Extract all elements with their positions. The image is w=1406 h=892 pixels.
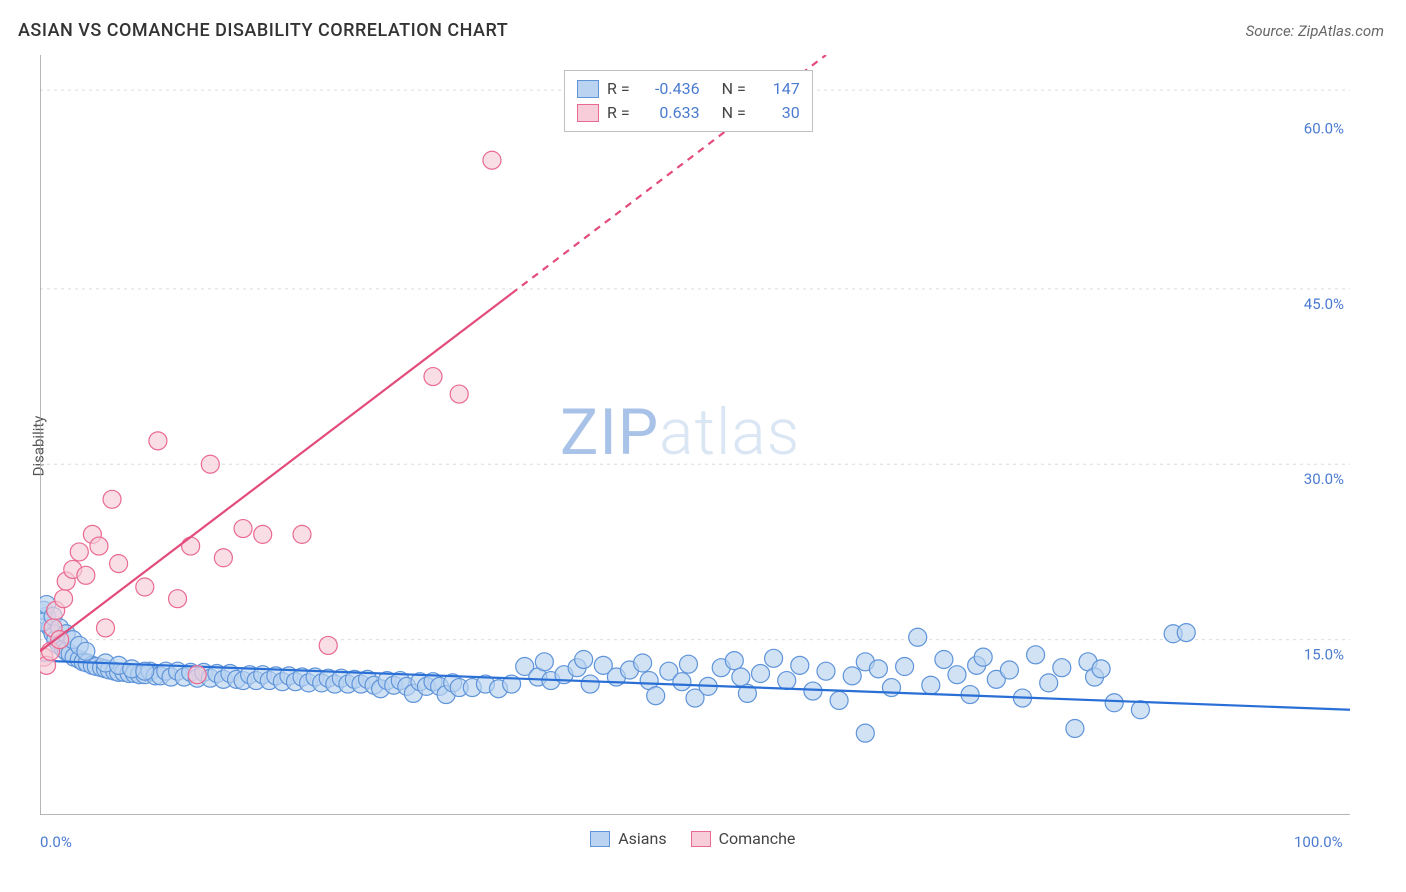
data-point	[1053, 659, 1071, 677]
legend-n-label: N =	[722, 77, 746, 101]
x-tick-label: 0.0%	[40, 833, 72, 851]
data-point	[319, 636, 337, 654]
legend-n-value: 30	[760, 101, 800, 125]
data-point	[1131, 701, 1149, 719]
data-point	[909, 628, 927, 646]
legend-n-label: N =	[722, 101, 746, 125]
legend-swatch	[577, 104, 599, 122]
data-point	[679, 655, 697, 673]
legend-r-value: -0.436	[644, 77, 700, 101]
data-point	[778, 672, 796, 690]
legend-row: R = -0.436 N = 147	[577, 77, 800, 101]
legend-row: R = 0.633 N = 30	[577, 101, 800, 125]
data-point	[1105, 694, 1123, 712]
data-point	[1177, 624, 1195, 642]
legend-r-label: R =	[607, 101, 630, 125]
plot-area: 15.0%30.0%45.0%60.0% ZIPatlas R =-0.436N…	[40, 55, 1350, 815]
data-point	[869, 660, 887, 678]
y-tick-label: 60.0%	[1304, 119, 1344, 137]
legend-swatch	[577, 80, 599, 98]
data-point	[424, 368, 442, 386]
legend-r-value: 0.633	[644, 101, 700, 125]
data-point	[843, 667, 861, 685]
data-point	[1027, 646, 1045, 664]
data-point	[188, 666, 206, 684]
data-point	[1040, 674, 1058, 692]
y-tick-label: 45.0%	[1304, 295, 1344, 313]
data-point	[765, 649, 783, 667]
data-point	[103, 490, 121, 508]
data-point	[948, 666, 966, 684]
data-point	[136, 578, 154, 596]
chart-title: ASIAN VS COMANCHE DISABILITY CORRELATION…	[18, 20, 508, 41]
data-point	[922, 676, 940, 694]
data-point	[1092, 660, 1110, 678]
data-point	[817, 662, 835, 680]
legend-swatch	[691, 831, 711, 847]
legend-n-value: 147	[760, 77, 800, 101]
data-point	[673, 673, 691, 691]
scatter-plot-svg: 15.0% 30.0% 45.0% 60.0%	[40, 55, 1350, 815]
legend-item: Comanche	[691, 829, 796, 848]
y-tick-label: 30.0%	[1304, 470, 1344, 488]
data-point	[732, 668, 750, 686]
data-point	[1066, 719, 1084, 737]
y-tick-label: 15.0%	[1304, 646, 1344, 664]
chart-container: ASIAN VS COMANCHE DISABILITY CORRELATION…	[0, 0, 1406, 892]
data-point	[51, 631, 69, 649]
data-point	[935, 650, 953, 668]
data-point	[97, 619, 115, 637]
data-point	[804, 682, 822, 700]
x-tick-label: 100.0%	[1294, 833, 1343, 851]
data-point	[234, 520, 252, 538]
data-point	[70, 543, 88, 561]
correlation-legend-box: R = -0.436 N = 147 R = 0.633 N = 30	[564, 70, 813, 132]
legend-swatch	[590, 831, 610, 847]
data-point	[974, 648, 992, 666]
data-point	[535, 653, 553, 671]
legend-series-name: Asians	[618, 829, 666, 848]
source-attribution: Source: ZipAtlas.com	[1246, 22, 1384, 40]
trend-line	[40, 294, 512, 652]
legend-series-name: Comanche	[719, 829, 796, 848]
data-point	[634, 654, 652, 672]
legend-r-label: R =	[607, 77, 630, 101]
data-point	[725, 652, 743, 670]
data-point	[149, 432, 167, 450]
data-point	[581, 675, 599, 693]
data-point	[254, 525, 272, 543]
data-point	[55, 590, 73, 608]
legend-item: Asians	[590, 829, 666, 848]
series-legend: Asians Comanche	[590, 829, 795, 848]
data-point	[201, 455, 219, 473]
data-point	[791, 656, 809, 674]
data-point	[647, 687, 665, 705]
data-point	[214, 549, 232, 567]
data-point	[1000, 661, 1018, 679]
data-point	[896, 658, 914, 676]
data-point	[90, 537, 108, 555]
data-point	[77, 566, 95, 584]
data-point	[169, 590, 187, 608]
data-point	[77, 642, 95, 660]
data-point	[752, 665, 770, 683]
data-point	[830, 691, 848, 709]
data-point	[575, 650, 593, 668]
data-point	[483, 151, 501, 169]
data-point	[110, 555, 128, 573]
data-point	[182, 537, 200, 555]
data-point	[856, 724, 874, 742]
data-point	[450, 385, 468, 403]
data-point	[293, 525, 311, 543]
